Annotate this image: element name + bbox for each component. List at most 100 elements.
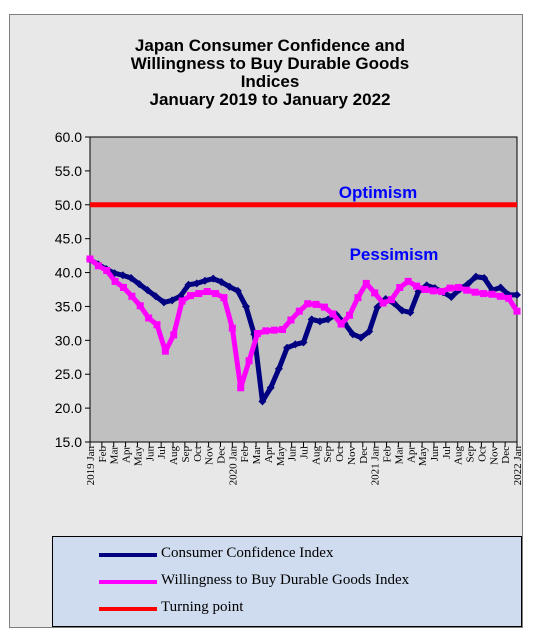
consumer-confidence-point — [118, 271, 127, 280]
willingness-point — [103, 267, 111, 275]
series-line-1 — [88, 257, 520, 391]
willingness-point — [346, 311, 354, 319]
x-tick-label: Feb — [97, 446, 109, 463]
willingness-point — [329, 310, 337, 318]
y-tick-label: 25.0 — [55, 366, 82, 382]
willingness-point — [404, 277, 412, 285]
willingness-point — [463, 286, 471, 294]
willingness-point — [438, 288, 446, 296]
consumer-confidence-point — [480, 273, 489, 282]
willingness-point — [161, 347, 169, 355]
x-tick-label: Dec — [215, 446, 227, 464]
consumer-confidence-point — [184, 280, 193, 289]
x-tick-label: May — [275, 446, 287, 467]
consumer-confidence-point — [258, 397, 267, 406]
x-tick-label: Mar — [251, 446, 263, 465]
willingness-point — [128, 292, 136, 300]
willingness-point — [178, 297, 186, 305]
consumer-confidence-point — [159, 298, 168, 307]
willingness-point — [94, 262, 102, 270]
consumer-confidence-point — [143, 286, 152, 295]
x-tick-label: Sep — [180, 446, 192, 463]
y-tick-label: 50.0 — [55, 197, 82, 213]
willingness-point — [379, 299, 387, 307]
chart-title-line-2: Willingness to Buy Durable Goods — [130, 54, 410, 73]
consumer-confidence-point — [209, 274, 218, 283]
consumer-confidence-point — [373, 303, 382, 312]
x-tick-label: Mar — [393, 446, 405, 465]
x-tick-label: Jun — [144, 446, 156, 462]
x-tick-label: Oct — [334, 446, 346, 462]
willingness-point — [488, 290, 496, 298]
consumer-confidence-point — [356, 333, 365, 342]
x-tick-label: May — [132, 446, 144, 467]
consumer-confidence-point — [266, 383, 275, 392]
willingness-point — [111, 277, 119, 285]
willingness-point — [505, 294, 513, 302]
x-tick-label: Aug — [168, 446, 180, 465]
x-tick-label: Jun — [429, 446, 441, 462]
consumer-confidence-point — [283, 343, 292, 352]
willingness-point — [170, 331, 178, 339]
x-tick-label: Nov — [204, 446, 216, 465]
willingness-point — [287, 316, 295, 324]
willingness-point — [387, 296, 395, 304]
x-tick-label: Jun — [287, 446, 299, 462]
x-tick-label: Apr — [121, 446, 133, 463]
willingness-point — [354, 294, 362, 302]
willingness-point — [480, 290, 488, 298]
legend-item-consumer-confidence: Consumer Confidence Index — [53, 543, 521, 565]
x-tick-label: Nov — [488, 446, 500, 465]
consumer-confidence-point — [217, 278, 226, 287]
pessimism-label: Pessimism — [350, 245, 439, 264]
x-tick-label: 2022 Jan — [512, 446, 524, 486]
x-tick-label: Apr — [405, 446, 417, 463]
willingness-point — [136, 302, 144, 310]
consumer-confidence-point — [291, 340, 300, 349]
willingness-point — [270, 326, 278, 334]
willingness-point — [186, 292, 194, 300]
consumer-confidence-point — [365, 327, 374, 336]
willingness-point — [454, 283, 462, 291]
x-tick-label: Dec — [358, 446, 370, 464]
chart-title-line-4: January 2019 to January 2022 — [149, 90, 391, 109]
willingness-point — [237, 384, 245, 392]
x-tick-label: Oct — [476, 446, 488, 462]
consumer-confidence-point — [348, 330, 357, 339]
consumer-confidence-point — [315, 317, 324, 326]
willingness-point — [119, 283, 127, 291]
x-tick-label: Dec — [500, 446, 512, 464]
legend-item-turning-point: Turning point — [53, 597, 521, 619]
willingness-point — [446, 284, 454, 292]
willingness-point — [195, 290, 203, 298]
willingness-point — [295, 307, 303, 315]
plot-layer: 60.0 55.0 50.0 45.0 40.0 35.0 30.0 25.0 20.0 15.0… — [55, 129, 524, 485]
y-tick-label: 30.0 — [55, 332, 82, 348]
chart-title-line-1: Japan Consumer Confidence and — [134, 36, 406, 55]
consumer-confidence-point — [274, 364, 283, 373]
x-tick-label: Sep — [465, 446, 477, 463]
legend-label-turning-point: Turning point — [161, 599, 244, 615]
willingness-point — [86, 255, 94, 263]
willingness-point — [320, 303, 328, 311]
x-tick-label: Mar — [109, 446, 121, 465]
willingness-point — [245, 357, 253, 365]
willingness-point — [212, 290, 220, 298]
legend-label-willingness: Willingness to Buy Durable Goods Index — [161, 572, 410, 588]
consumer-confidence-point — [447, 292, 456, 301]
willingness-point — [262, 327, 270, 335]
willingness-point — [371, 289, 379, 297]
legend-label-consumer-confidence: Consumer Confidence Index — [161, 545, 334, 561]
x-tick-label: May — [417, 446, 429, 467]
willingness-point — [413, 282, 421, 290]
willingness-point — [220, 294, 228, 302]
x-tick-label: Oct — [192, 446, 204, 462]
legend-swatch-consumer-confidence — [99, 553, 157, 557]
y-tick-label: 45.0 — [55, 231, 82, 247]
willingness-point — [253, 330, 261, 338]
legend-swatch-turning-point — [99, 607, 157, 611]
chart-title-line-3: Indices — [240, 72, 300, 91]
willingness-point — [337, 320, 345, 328]
x-tick-label: Aug — [310, 446, 322, 465]
willingness-point — [471, 288, 479, 296]
